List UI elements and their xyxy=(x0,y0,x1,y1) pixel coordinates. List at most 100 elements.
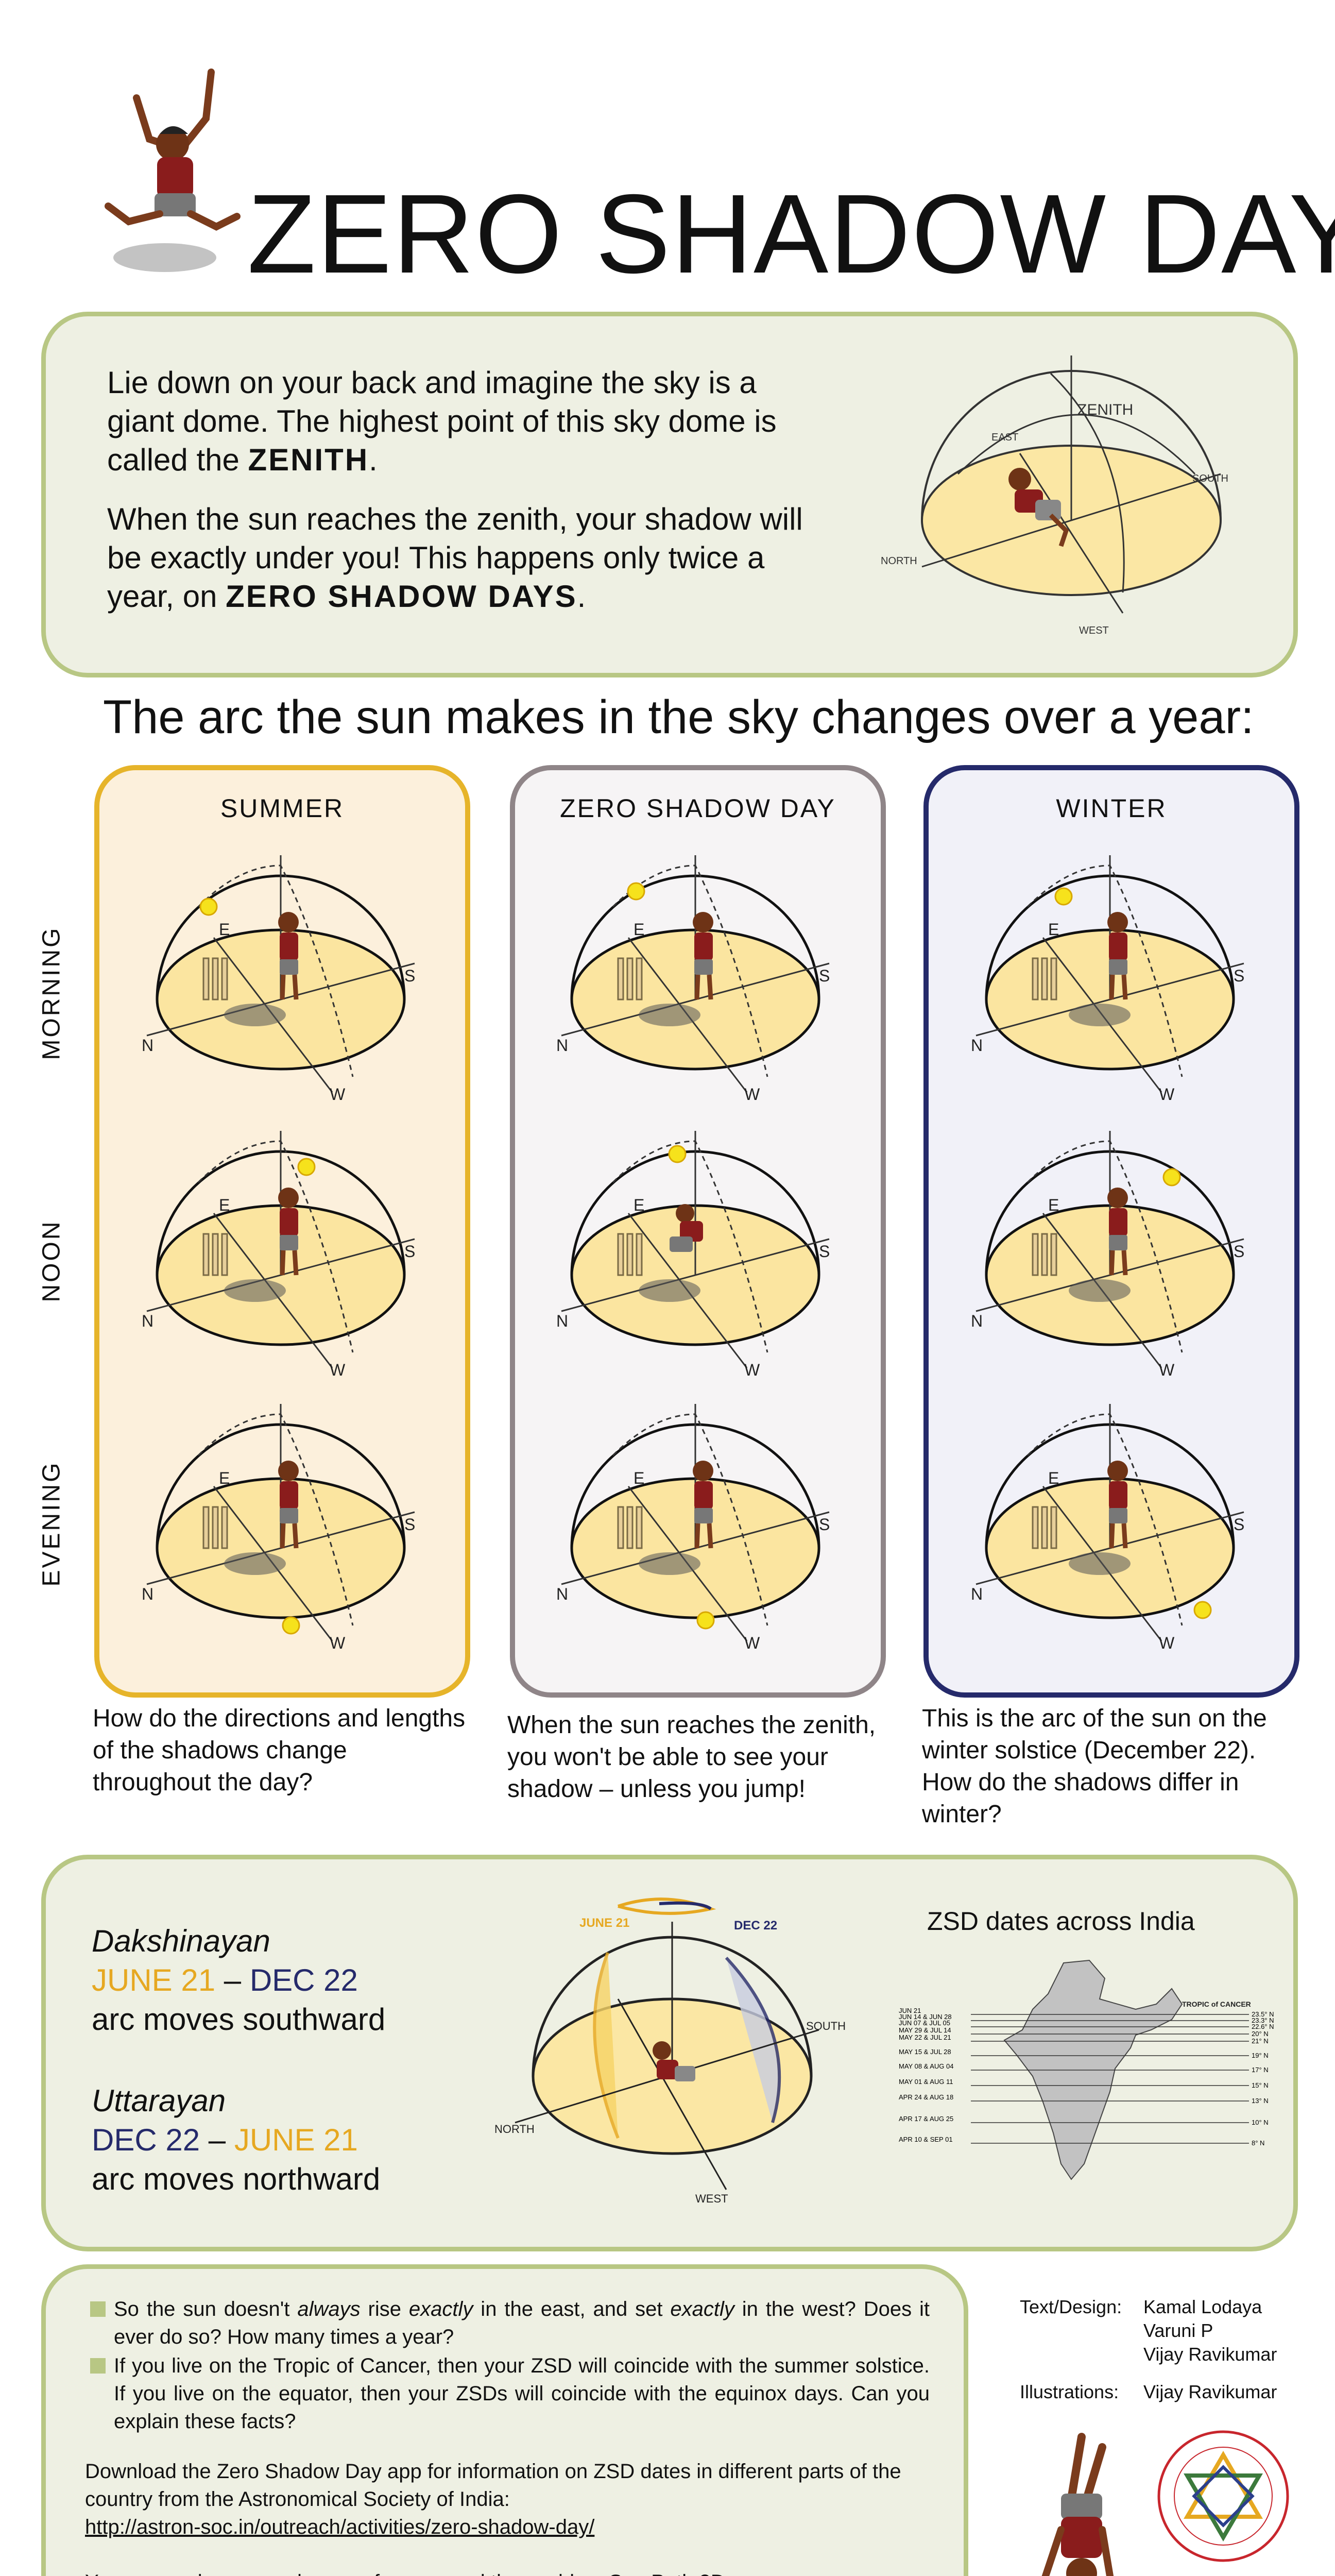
zsd-latitude-label: 19° N xyxy=(1252,2052,1269,2059)
bottom-panel xyxy=(41,2264,968,2576)
dome-s-label: S xyxy=(1234,1242,1244,1261)
dome-w-label: W xyxy=(330,1361,346,1378)
zsd-map-title: ZSD dates across India xyxy=(927,1907,1195,1936)
summer-caption: How do the directions and lengths of the… xyxy=(93,1705,466,1796)
dome-s-label: S xyxy=(1234,1515,1244,1534)
dome-w-label: W xyxy=(744,1085,760,1103)
dome-s-label: S xyxy=(404,1515,415,1534)
dome-zenith-label: ZENITH xyxy=(1077,401,1133,418)
winter-column-title: WINTER xyxy=(1056,794,1167,823)
row-label-evening: EVENING xyxy=(38,1461,65,1587)
dome-n-label: N xyxy=(556,1312,568,1330)
explore-text: You can explore more day arcs from aroun… xyxy=(85,2568,940,2576)
handstand-kid-illustration xyxy=(1041,2433,1114,2576)
sun-icon xyxy=(696,1611,715,1630)
intro-text: Lie down on your back and imagine the sk… xyxy=(107,363,828,636)
standing-kid xyxy=(693,1461,713,1549)
zsd-date-label: APR 10 & SEP 01 xyxy=(899,2136,953,2143)
credit-ill-name: Vijay Ravikumar xyxy=(1143,2381,1277,2402)
dome-e-label: E xyxy=(219,1469,230,1487)
dome-e-label: E xyxy=(219,1196,230,1214)
winter-caption: This is the arc of the sun on the winter… xyxy=(922,1705,1267,1828)
seasons-north-label: NORTH xyxy=(494,2123,535,2136)
dec22-label: DEC 22 xyxy=(734,1919,777,1933)
cricket-stumps xyxy=(202,957,228,1001)
zsd-date-lines: JUN 21 23.5° N JUN 14 & JUN 28 23.3° N JUN 0… xyxy=(899,2007,1274,2147)
summer-morning-dome: E S N W xyxy=(142,855,415,1103)
dome-w-label: W xyxy=(744,1361,760,1378)
dome-e-label: E xyxy=(634,1196,644,1214)
row-label-noon: NOON xyxy=(38,1219,65,1302)
uttarayan-title: Uttarayan xyxy=(92,2083,226,2118)
zsd-date-label: APR 17 & AUG 25 xyxy=(899,2115,953,2123)
standing-kid xyxy=(1107,1461,1128,1549)
zsd-latitude-label: 15° N xyxy=(1252,2081,1269,2089)
zsd-morning-dome: E S N W xyxy=(556,855,830,1103)
zsd-latitude-label: 8° N xyxy=(1252,2139,1264,2147)
credit-text-label: Text/Design: xyxy=(1020,2296,1122,2317)
dome-n-label: N xyxy=(556,1036,568,1055)
standing-kid xyxy=(278,1461,299,1549)
institute-seal-logo xyxy=(1157,2430,1289,2562)
jumping-kid-illustration xyxy=(105,69,241,272)
zenith-paragraph: Lie down on your back and imagine the sk… xyxy=(107,365,777,477)
dome-w-label: W xyxy=(1159,1634,1175,1651)
dome-n-label: N xyxy=(556,1585,568,1603)
arc-heading: The arc the sun makes in the sky changes… xyxy=(103,691,1254,743)
winter-evening-dome: E S N W xyxy=(971,1404,1244,1651)
cricket-stumps xyxy=(1032,1233,1057,1276)
summer-evening-dome: E S N W xyxy=(142,1404,415,1651)
jumping-kid xyxy=(670,1204,703,1252)
zsd-latitude-label: 17° N xyxy=(1252,2066,1269,2074)
zsd-date-label: MAY 08 & AUG 04 xyxy=(899,2062,953,2070)
zsd-date-label: APR 24 & AUG 18 xyxy=(899,2093,953,2101)
zsd-date-label: JUN 07 & JUL 05 xyxy=(899,2019,950,2027)
cricket-stumps xyxy=(1032,1506,1057,1549)
dome-w-label: W xyxy=(330,1085,346,1103)
winter-morning-dome: E S N W xyxy=(971,855,1244,1103)
dome-west-label: WEST xyxy=(1079,625,1109,636)
zsd-caption: When the sun reaches the zenith, you won… xyxy=(507,1711,876,1803)
sun-icon xyxy=(668,1145,687,1163)
zsd-latitude-label: 21° N xyxy=(1252,2037,1269,2045)
dome-s-label: S xyxy=(819,967,830,985)
dome-north-label: NORTH xyxy=(881,555,917,567)
seasons-south-label: SOUTH xyxy=(806,2020,846,2032)
zsd-date-label: JUN 14 & JUN 28 xyxy=(899,2013,952,2021)
sun-icon xyxy=(1193,1601,1212,1619)
dome-w-label: W xyxy=(330,1634,346,1651)
dome-w-label: W xyxy=(744,1634,760,1651)
dome-s-label: S xyxy=(404,1242,415,1261)
dome-n-label: N xyxy=(142,1036,153,1055)
download-text: Download the Zero Shadow Day app for inf… xyxy=(85,2460,901,2511)
zsd-latitude-label: 22.6° N xyxy=(1252,2023,1274,2030)
zsd-date-label: MAY 15 & JUL 28 xyxy=(899,2048,951,2056)
winter-noon-dome: E S N W xyxy=(971,1131,1244,1378)
standing-kid xyxy=(1107,1188,1128,1276)
dome-s-label: S xyxy=(819,1515,830,1534)
dome-s-label: S xyxy=(1234,967,1244,985)
cricket-stumps xyxy=(617,1233,643,1276)
cricket-stumps xyxy=(1032,957,1057,1001)
zsd-latitude-label: 23.5° N xyxy=(1252,2010,1274,2018)
dome-n-label: N xyxy=(971,1312,983,1330)
dome-e-label: E xyxy=(219,920,230,939)
zsd-noon-dome: E S N W xyxy=(556,1131,830,1378)
summer-noon-dome: E S N W xyxy=(142,1131,415,1378)
zsd-latitude-label: 20° N xyxy=(1252,2030,1269,2038)
dome-e-label: E xyxy=(1048,1196,1059,1214)
uttarayan-desc: arc moves northward xyxy=(92,2162,381,2196)
india-zsd-map: TROPIC of CANCER JUN 21 23.5° N JUN 14 & J… xyxy=(899,1959,1274,2180)
sun-icon xyxy=(627,882,645,901)
bullet-square xyxy=(90,2301,106,2317)
dakshinayan-title: Dakshinayan xyxy=(92,1924,270,1958)
asi-link[interactable]: http://astron-soc.in/outreach/activities… xyxy=(85,2516,595,2538)
dome-n-label: N xyxy=(142,1585,153,1603)
tropic-of-cancer-label: TROPIC of CANCER xyxy=(1182,2000,1251,2008)
standing-kid xyxy=(278,1188,299,1276)
dome-s-label: S xyxy=(404,967,415,985)
cricket-stumps xyxy=(617,957,643,1001)
zsd-date-label: MAY 01 & AUG 11 xyxy=(899,2078,953,2086)
bullet-tropic: If you live on the Tropic of Cancer, the… xyxy=(90,2352,930,2435)
standing-kid xyxy=(278,912,299,1000)
